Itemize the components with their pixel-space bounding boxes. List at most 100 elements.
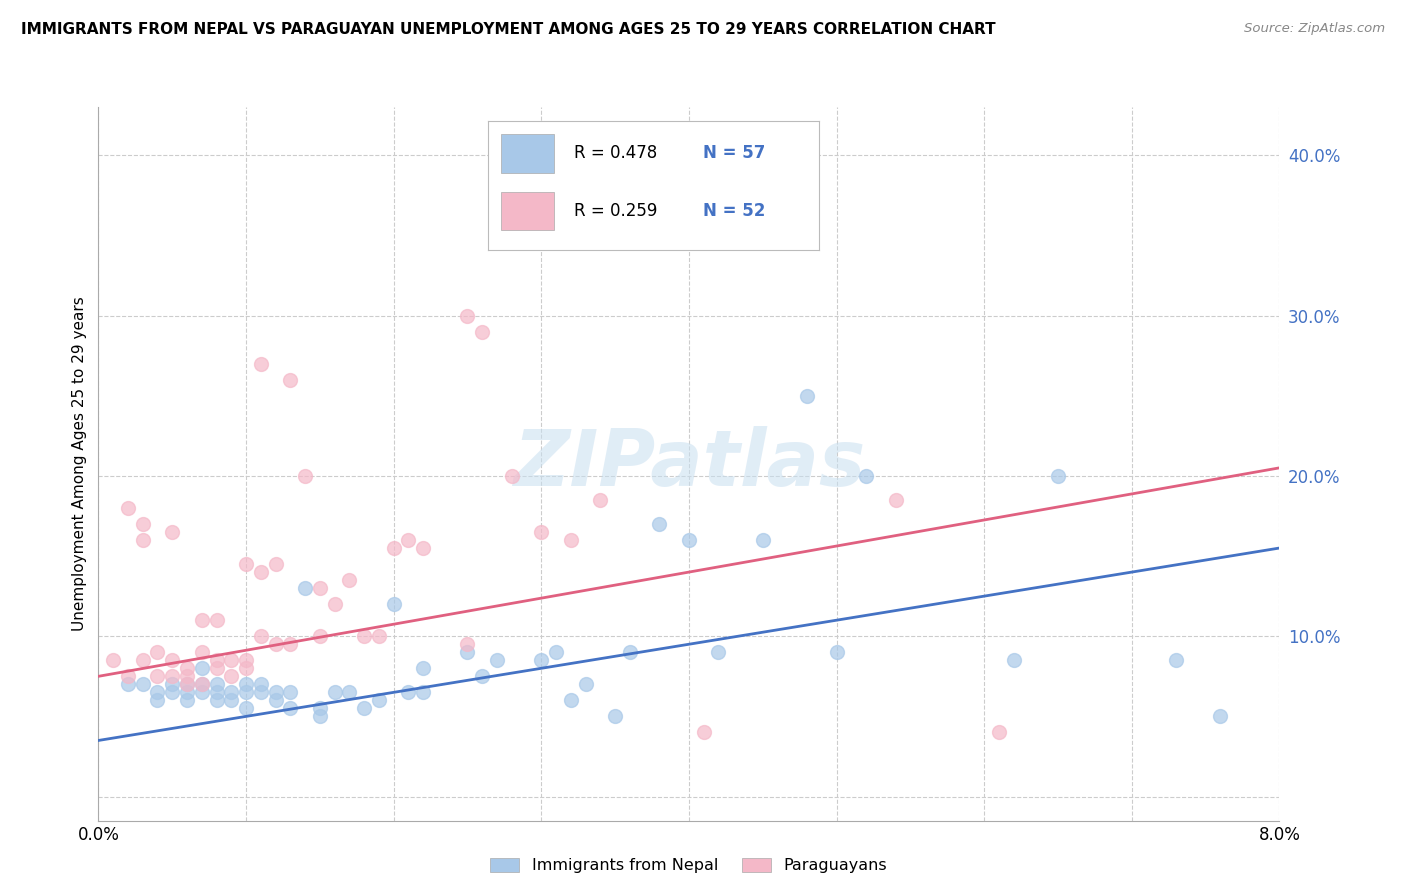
Point	[294, 581, 316, 595]
Point	[456, 637, 478, 651]
Point	[235, 685, 257, 699]
Point	[191, 677, 214, 691]
Point	[530, 653, 553, 667]
Point	[308, 629, 332, 643]
Point	[219, 693, 242, 707]
Point	[412, 541, 434, 555]
Point	[117, 669, 139, 683]
Point	[205, 677, 228, 691]
Point	[278, 685, 301, 699]
Point	[235, 661, 257, 675]
Point	[205, 685, 228, 699]
Point	[337, 685, 360, 699]
Point	[530, 524, 553, 539]
Point	[308, 581, 332, 595]
Point	[605, 709, 627, 723]
Point	[250, 565, 273, 579]
Point	[648, 516, 671, 531]
Point	[146, 693, 169, 707]
Point	[205, 653, 228, 667]
Point	[250, 357, 273, 371]
Legend: Immigrants from Nepal, Paraguayans: Immigrants from Nepal, Paraguayans	[484, 851, 894, 880]
Point	[456, 309, 478, 323]
Point	[191, 613, 214, 627]
Point	[751, 533, 773, 547]
Point	[146, 669, 169, 683]
Point	[353, 701, 375, 715]
Point	[162, 685, 183, 699]
Point	[162, 524, 183, 539]
Point	[382, 541, 405, 555]
Point	[132, 653, 155, 667]
Point	[323, 597, 346, 611]
Point	[619, 645, 641, 659]
Point	[353, 629, 375, 643]
Point	[485, 653, 508, 667]
Point	[250, 629, 273, 643]
Point	[855, 468, 877, 483]
Point	[574, 677, 596, 691]
Point	[176, 677, 198, 691]
Text: ZIPatlas: ZIPatlas	[513, 425, 865, 502]
Point	[796, 389, 818, 403]
Point	[1002, 653, 1025, 667]
Point	[191, 677, 214, 691]
Y-axis label: Unemployment Among Ages 25 to 29 years: Unemployment Among Ages 25 to 29 years	[72, 296, 87, 632]
Point	[278, 373, 301, 387]
Point	[396, 533, 419, 547]
Point	[176, 693, 198, 707]
Point	[308, 701, 332, 715]
Point	[825, 645, 848, 659]
Point	[162, 669, 183, 683]
Point	[235, 701, 257, 715]
Point	[471, 669, 494, 683]
Point	[1164, 653, 1187, 667]
Point	[367, 629, 389, 643]
Text: Source: ZipAtlas.com: Source: ZipAtlas.com	[1244, 22, 1385, 36]
Point	[250, 677, 273, 691]
Point	[205, 613, 228, 627]
Point	[323, 685, 346, 699]
Point	[308, 709, 332, 723]
Text: IMMIGRANTS FROM NEPAL VS PARAGUAYAN UNEMPLOYMENT AMONG AGES 25 TO 29 YEARS CORRE: IMMIGRANTS FROM NEPAL VS PARAGUAYAN UNEM…	[21, 22, 995, 37]
Point	[294, 468, 316, 483]
Point	[412, 685, 434, 699]
Point	[589, 492, 612, 507]
Point	[235, 677, 257, 691]
Point	[146, 685, 169, 699]
Point	[191, 685, 214, 699]
Point	[219, 669, 242, 683]
Point	[471, 325, 494, 339]
Point	[176, 677, 198, 691]
Point	[219, 685, 242, 699]
Point	[176, 661, 198, 675]
Point	[162, 677, 183, 691]
Point	[337, 573, 360, 587]
Point	[176, 685, 198, 699]
Point	[693, 725, 716, 739]
Point	[707, 645, 730, 659]
Point	[560, 533, 582, 547]
Point	[132, 677, 155, 691]
Point	[235, 653, 257, 667]
Point	[412, 661, 434, 675]
Point	[367, 693, 389, 707]
Point	[117, 500, 139, 515]
Point	[987, 725, 1010, 739]
Point	[264, 637, 287, 651]
Point	[456, 645, 478, 659]
Point	[501, 468, 523, 483]
Point	[162, 653, 183, 667]
Point	[396, 685, 419, 699]
Point	[264, 557, 287, 571]
Point	[264, 693, 287, 707]
Point	[382, 597, 405, 611]
Point	[117, 677, 139, 691]
Point	[560, 693, 582, 707]
Point	[1046, 468, 1069, 483]
Point	[1209, 709, 1232, 723]
Point	[278, 701, 301, 715]
Point	[250, 685, 273, 699]
Point	[205, 693, 228, 707]
Point	[132, 516, 155, 531]
